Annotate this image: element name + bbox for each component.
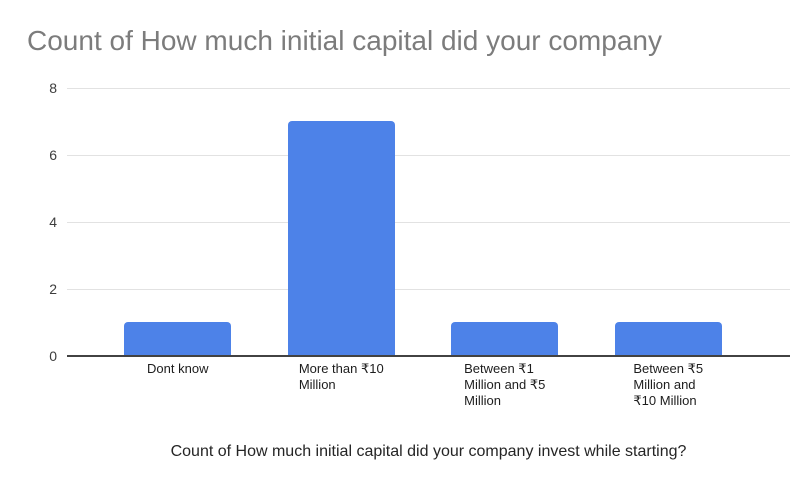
bar-3[interactable] bbox=[451, 322, 559, 356]
bar-2[interactable] bbox=[287, 121, 395, 356]
bar-4[interactable] bbox=[614, 322, 722, 356]
y-tick-label-6: 6 bbox=[49, 147, 57, 163]
x-label-slot: More than ₹10 Million bbox=[260, 361, 424, 409]
x-category-label-1: Dont know bbox=[147, 361, 209, 376]
gridline-y-6 bbox=[67, 155, 790, 156]
x-category-label-4: Between ₹5 Million and ₹10 Million bbox=[633, 361, 704, 408]
bar-1[interactable] bbox=[124, 322, 232, 356]
x-label-slot: Dont know bbox=[96, 361, 260, 409]
y-tick-label-4: 4 bbox=[49, 214, 57, 230]
y-tick-label-0: 0 bbox=[49, 348, 57, 364]
bar-slot bbox=[260, 88, 424, 356]
gridline-y-8 bbox=[67, 88, 790, 89]
x-category-label-3: Between ₹1 Million and ₹5 Million bbox=[464, 361, 546, 408]
x-axis-title: Count of How much initial capital did yo… bbox=[170, 443, 687, 460]
bar-slot bbox=[587, 88, 751, 356]
x-axis: Dont know More than ₹10 Million Between ₹1… bbox=[96, 361, 750, 409]
chart-title: Count of How much initial capital did yo… bbox=[27, 25, 662, 56]
x-label-slot: Between ₹5 Million and ₹10 Million bbox=[587, 361, 751, 409]
gridline-y-4 bbox=[67, 222, 790, 223]
x-category-label-2: More than ₹10 Million bbox=[298, 361, 384, 392]
bar-slot bbox=[96, 88, 260, 356]
y-tick-label-8: 8 bbox=[49, 80, 57, 96]
bars-area bbox=[96, 88, 750, 356]
x-axis-baseline bbox=[67, 355, 790, 357]
gridline-y-2 bbox=[67, 289, 790, 290]
bar-slot bbox=[423, 88, 587, 356]
y-axis: 0 2 4 6 8 bbox=[0, 80, 57, 364]
x-label-slot: Between ₹1 Million and ₹5 Million bbox=[423, 361, 587, 409]
y-tick-label-2: 2 bbox=[49, 281, 57, 297]
plot-area bbox=[67, 88, 790, 357]
